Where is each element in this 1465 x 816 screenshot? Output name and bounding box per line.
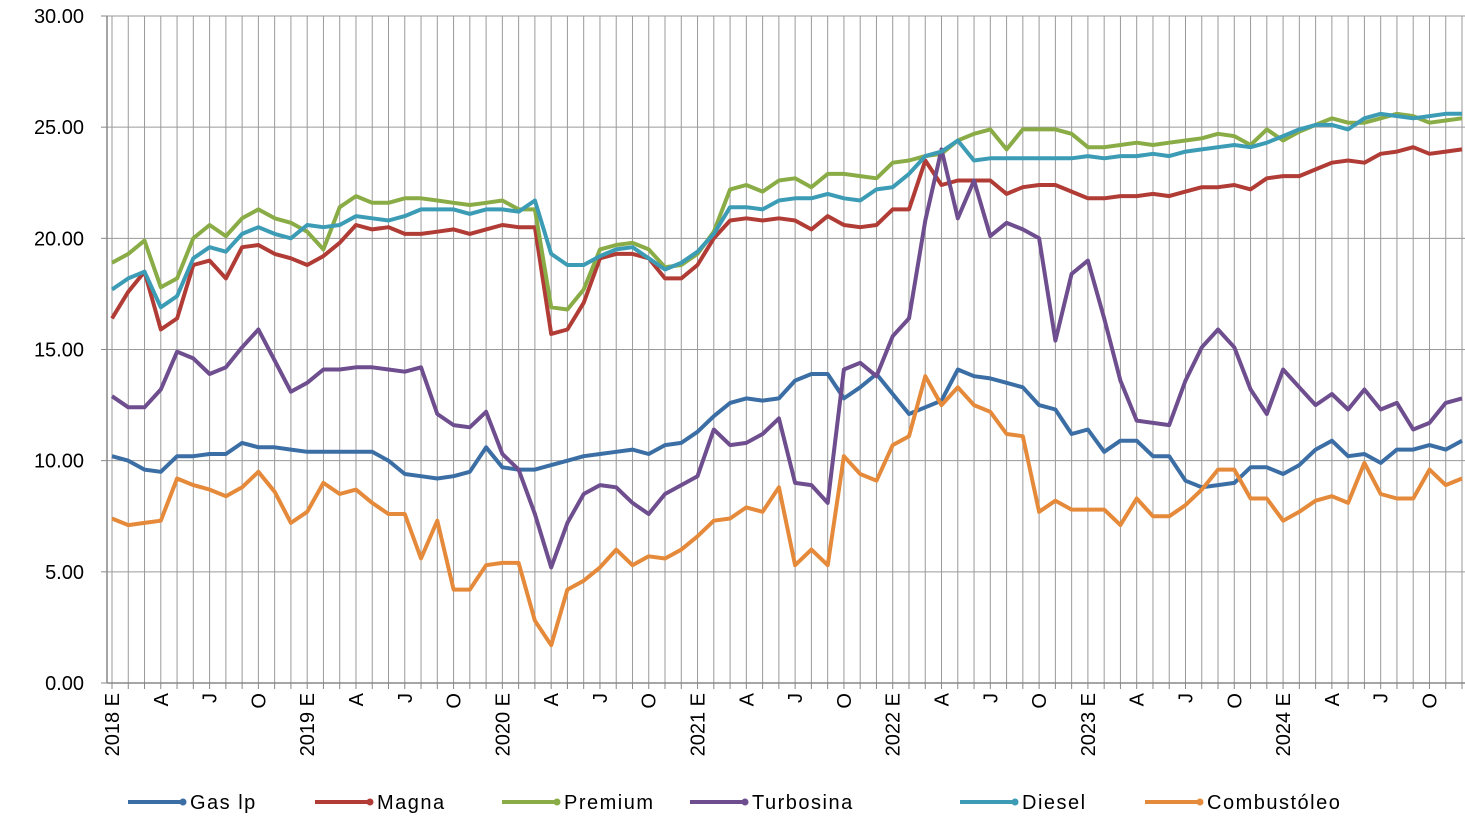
x-tick-label: J: [980, 693, 1002, 703]
legend-marker: [179, 798, 187, 806]
x-tick-label: A: [346, 692, 368, 706]
legend-marker: [366, 798, 374, 806]
legend-item: Premium: [502, 792, 655, 814]
x-tick-label: 2020 E: [492, 693, 514, 756]
x-tick-label: 2018 E: [102, 693, 124, 756]
legend-item: Gas lp: [128, 792, 257, 814]
legend-item: Magna: [315, 792, 446, 814]
legend-label: Combustóleo: [1207, 792, 1341, 814]
x-tick-label: 2022 E: [883, 693, 905, 756]
x-tick-label: 2023 E: [1078, 693, 1100, 756]
x-tick-label: A: [932, 692, 954, 706]
series-line: [111, 111, 1463, 312]
y-tick-label: 15.00: [34, 340, 84, 362]
series-line: [111, 367, 1463, 490]
x-tick-label: O: [1224, 693, 1246, 709]
x-tick-label: J: [395, 693, 417, 703]
x-tick-label: J: [200, 693, 222, 703]
x-tick-label: J: [590, 693, 612, 703]
legend-label: Diesel: [1022, 792, 1087, 814]
x-tick-label: 2024 E: [1273, 693, 1295, 756]
legend-marker: [553, 798, 561, 806]
x-tick-label: O: [639, 693, 661, 709]
x-tick-label: O: [1419, 693, 1441, 709]
x-tick-label: O: [834, 693, 856, 709]
series-line: [110, 111, 1462, 310]
legend-item: Turbosina: [690, 792, 854, 814]
y-tick-label: 0.00: [45, 673, 84, 695]
y-tick-label: 30.00: [34, 6, 84, 28]
y-tick-label: 5.00: [45, 562, 84, 584]
legend-marker: [1196, 798, 1204, 806]
x-tick-label: O: [248, 693, 270, 709]
x-tick-label: A: [1127, 692, 1149, 706]
x-tick-label: O: [1029, 693, 1051, 709]
series-line: [110, 145, 1463, 336]
x-tick-label: 2019 E: [297, 693, 319, 756]
series-line: [111, 374, 1463, 648]
x-tick-label: A: [1322, 692, 1344, 706]
legend-marker: [741, 798, 749, 806]
legend-marker: [1011, 798, 1019, 806]
x-tick-label: A: [151, 692, 173, 706]
legend-item: Diesel: [960, 792, 1087, 814]
y-tick-label: 20.00: [34, 228, 84, 250]
x-tick-label: A: [736, 692, 758, 706]
legend-label: Magna: [377, 792, 446, 814]
x-tick-label: 2021 E: [688, 693, 710, 756]
legend-label: Gas lp: [190, 792, 257, 814]
x-tick-label: J: [1175, 693, 1197, 703]
x-tick-label: A: [541, 692, 563, 706]
legend-label: Turbosina: [752, 792, 854, 814]
y-tick-label: 10.00: [34, 451, 84, 473]
y-tick-label: 25.00: [34, 117, 84, 139]
x-tick-label: J: [785, 693, 807, 703]
x-tick-label: O: [444, 693, 466, 709]
series-line: [110, 147, 1463, 570]
x-tick-label: J: [1371, 693, 1393, 703]
legend-label: Premium: [564, 792, 655, 814]
legend-item: Combustóleo: [1145, 792, 1341, 814]
